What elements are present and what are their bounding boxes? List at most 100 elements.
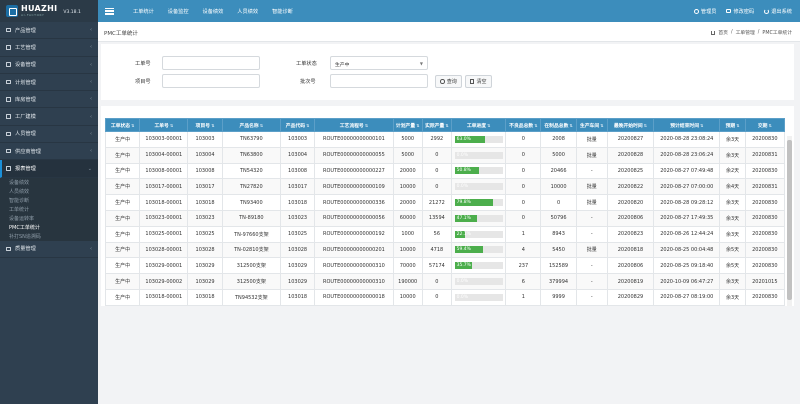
topnav-equipment-performance[interactable]: 设备绩效 [202, 8, 224, 15]
table-row[interactable]: 生产中 103029-00002 103029 312500支架 103029 ROUTE… [105, 273, 786, 290]
table-cell: 103018 [187, 288, 223, 306]
table-cell: 103025 [187, 225, 223, 243]
table-cell: 批量 [575, 146, 608, 164]
table-row[interactable]: 生产中 103028-00001 103028 TN-02810支架 103028 ROU… [105, 241, 786, 259]
table-cell: 20200806 [606, 257, 655, 275]
sidebar-item-quality[interactable]: 质量管理 ‹ [0, 241, 98, 258]
table-row[interactable]: 生产中 103018-00001 103018 TN93400 103018 ROUTE0… [105, 194, 786, 211]
table-row[interactable]: 生产中 103029-00001 103029 312500支架 103029 ROUTE… [105, 257, 786, 275]
table-row[interactable]: 生产中 103025-00001 103025 TN-97660支架 103025 ROU… [105, 225, 786, 243]
table-cell: 生产中 [105, 209, 141, 227]
table-cell: 103029-00001 [139, 257, 189, 275]
project-no-input[interactable] [162, 74, 260, 88]
sidebar-subitem-5[interactable]: PMC工单统计 [9, 224, 40, 231]
table-row[interactable]: 生产中 103018-00001 103018 TN94532支架 103018 ROUT… [105, 288, 786, 306]
logout-link[interactable]: 退出系统 [764, 8, 792, 15]
table-cell: 2020-08-28 23:08:24 [653, 131, 721, 148]
table-cell: 余3天 [719, 288, 746, 306]
sidebar-subitem-1[interactable]: 人员绩效 [9, 188, 30, 195]
breadcrumb-current: PMC工单统计 [762, 31, 792, 36]
table-cell: 20200819 [606, 273, 655, 290]
table-row[interactable]: 生产中 103004-00001 103004 TN63800 103004 ROUTE0… [105, 146, 786, 164]
clear-button[interactable]: 清空 [465, 75, 492, 88]
column-header[interactable]: 最晚开始时间⇅ [606, 118, 655, 132]
menu-toggle-icon[interactable] [105, 7, 114, 15]
sidebar-item-reports[interactable]: 报表管理 ⌄ [0, 160, 98, 178]
table-cell: 103028 [187, 241, 223, 259]
column-header[interactable]: 在制品总数⇅ [540, 118, 577, 132]
sidebar-item-2[interactable]: 设备管理 ‹ [0, 57, 98, 74]
breadcrumb-home[interactable]: 首页 [718, 31, 728, 36]
sidebar-item-5[interactable]: 工厂建模 ‹ [0, 108, 98, 126]
topnav-staff-performance[interactable]: 人员绩效 [237, 8, 259, 15]
topnav-smart-diagnosis[interactable]: 智能诊断 [272, 8, 293, 15]
table-cell: 2020-08-27 07:00:00 [653, 178, 721, 196]
menu-icon [6, 97, 11, 102]
column-header[interactable]: 产品代码⇅ [279, 118, 316, 132]
table-row[interactable]: 生产中 103008-00001 103008 TN54320 103008 ROUTE0… [105, 162, 786, 180]
change-password-link[interactable]: 修改密码 [726, 8, 754, 15]
column-header[interactable]: 预计结束时间⇅ [653, 118, 721, 132]
table-cell: TN-97660支架 [221, 225, 281, 243]
table-row[interactable]: 生产中 103023-00001 103023 TN-89180 103023 ROUTE… [105, 209, 786, 227]
table-cell: ROUTE00000000000336 [314, 194, 394, 211]
table-cell: 余2天 [719, 162, 746, 180]
sidebar-subitem-0[interactable]: 设备绩效 [9, 179, 30, 186]
sidebar-item-3[interactable]: 计划管理 ‹ [0, 74, 98, 92]
table-row[interactable]: 生产中 103003-00001 103003 TN63790 103003 ROUTE0… [105, 131, 786, 148]
chevron-down-icon: ⌄ [87, 165, 92, 172]
column-header[interactable]: 实际产量⇅ [421, 118, 452, 132]
sidebar-item-7[interactable]: 供应商管理 ‹ [0, 143, 98, 161]
sidebar-subitem-2[interactable]: 智能诊断 [9, 197, 30, 204]
column-header[interactable]: 项目号⇅ [187, 118, 223, 132]
menu-icon [6, 246, 11, 252]
sidebar-subitem-3[interactable]: 工单统计 [9, 206, 30, 213]
table-cell: 10000 [392, 241, 423, 259]
table-cell: 批量 [575, 131, 608, 148]
table-scrollbar[interactable] [787, 136, 792, 306]
user-menu[interactable]: 管理员 [693, 8, 716, 15]
table-cell: 103029 [279, 273, 316, 290]
column-header[interactable]: 预期⇅ [719, 118, 746, 132]
batch-no-input[interactable] [330, 74, 428, 88]
table-cell: 103025-00001 [139, 225, 189, 243]
column-header[interactable]: 工单状态⇅ [105, 118, 141, 132]
sidebar-item-0[interactable]: 产品管理 ‹ [0, 22, 98, 40]
work-order-status-select[interactable]: 生产中 ▼ [330, 56, 428, 70]
search-icon [440, 79, 445, 84]
column-header[interactable]: 生产车间⇅ [575, 118, 608, 132]
sidebar-item-6[interactable]: 人员管理 ‹ [0, 126, 98, 144]
column-header[interactable]: 交期⇅ [744, 118, 786, 132]
work-order-no-input[interactable] [162, 56, 260, 70]
column-header[interactable]: 工单号⇅ [139, 118, 189, 132]
topnav-work-order-stats[interactable]: 工单统计 [133, 8, 154, 15]
table-cell: - [575, 257, 608, 275]
table-cell: 103018 [279, 194, 316, 211]
scroll-thumb[interactable] [787, 140, 792, 300]
sidebar-subitem-4[interactable]: 设备运转率 [9, 215, 35, 222]
table-cell: ROUTE00000000000310 [314, 257, 394, 275]
column-header[interactable]: 计划产量⇅ [392, 118, 423, 132]
sidebar-subitem-6[interactable]: 补打SN追溯码 [9, 233, 41, 240]
work-order-table: 工单状态⇅ 工单号⇅ 项目号⇅ 产品名称⇅ 产品代码⇅ 工艺流程号⇅ 计划产量⇅ 实际产量⇅ 工… [105, 118, 786, 306]
table-cell: - [575, 225, 608, 243]
sidebar-item-4[interactable]: 库房管理 ‹ [0, 91, 98, 109]
table-cell: 余3天 [719, 209, 746, 227]
column-header[interactable]: 工单进度⇅ [450, 118, 507, 132]
table-cell: 20200818 [606, 241, 655, 259]
column-header[interactable]: 工艺流程号⇅ [314, 118, 394, 132]
topnav-equipment-monitor[interactable]: 设备监控 [167, 8, 189, 15]
progress-bar: 0.0% [454, 151, 503, 159]
table-cell: 0 [421, 273, 452, 290]
table-cell: 103029 [279, 257, 316, 275]
table-cell: 20200831 [744, 146, 786, 164]
table-row[interactable]: 生产中 103017-00001 103017 TN27820 103017 ROUTE0… [105, 178, 786, 196]
query-button[interactable]: 查询 [435, 75, 462, 88]
table-cell: TN54320 [221, 162, 281, 180]
breadcrumb-work-order[interactable]: 工单管理 [735, 31, 755, 36]
sidebar-item-1[interactable]: 工艺管理 ‹ [0, 39, 98, 57]
table-cell: 6 [505, 273, 542, 290]
column-header[interactable]: 不良品总数⇅ [505, 118, 542, 132]
progress-label: 79.8% [456, 200, 471, 206]
column-header[interactable]: 产品名称⇅ [221, 118, 281, 132]
